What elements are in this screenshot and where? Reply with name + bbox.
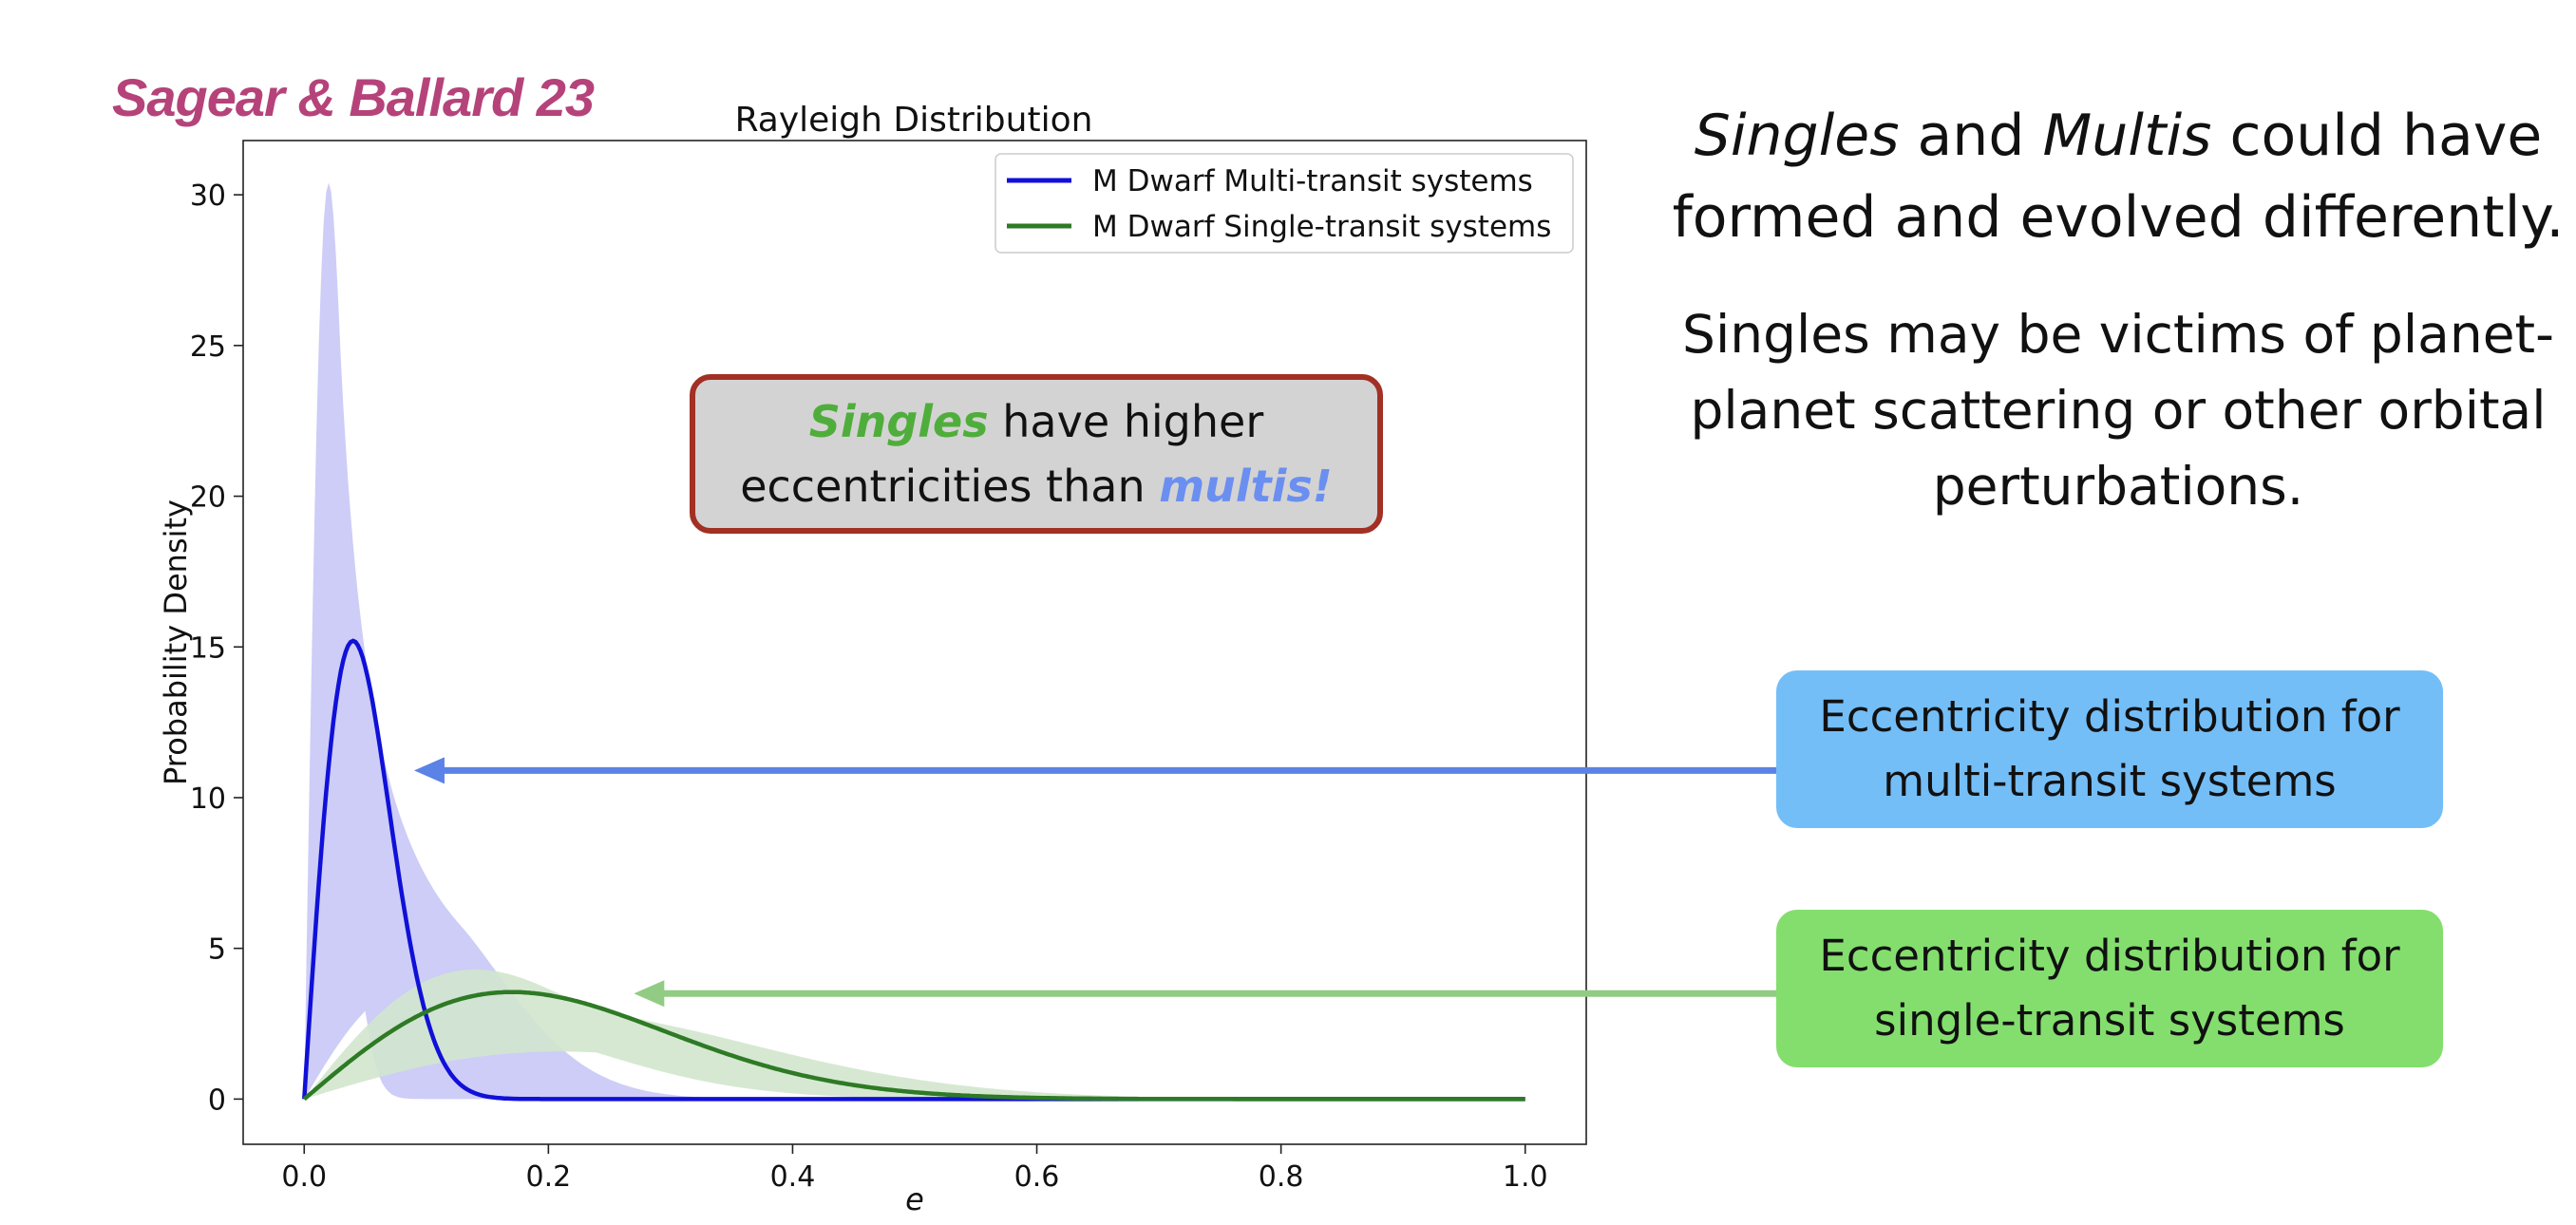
y-axis-ticks: 0 5 10 15 20 25 30 (190, 179, 243, 1117)
single-box-line-2: single-transit systems (1874, 995, 2345, 1046)
callout-line-2: eccentricities than multis! (695, 454, 1377, 518)
x-tick-label: 0.6 (1014, 1160, 1060, 1194)
headline-multis: Multis (2042, 103, 2212, 169)
citation-label: Sagear & Ballard 23 (112, 67, 595, 127)
single-box-line-1: Eccentricity distribution for (1819, 931, 2400, 981)
x-tick-label: 0.0 (281, 1160, 327, 1194)
callout-line-1: Singles have higher (695, 389, 1377, 454)
y-tick-label: 15 (190, 631, 226, 665)
explanation-text: Singles may be victims of planet-planet … (1682, 304, 2554, 517)
x-tick-label: 0.2 (526, 1160, 572, 1194)
multi-box-line-1: Eccentricity distribution for (1819, 691, 2400, 742)
x-axis-ticks: 0.0 0.2 0.4 0.6 0.8 1.0 (281, 1144, 1548, 1194)
y-axis-label: Probability Density (158, 499, 194, 785)
higher-eccentricity-callout: Singles have higher eccentricities than … (690, 374, 1383, 534)
multi-arrow-head (413, 757, 445, 784)
y-tick-label: 10 (190, 782, 226, 816)
single-uncertainty-band (304, 969, 1525, 1100)
single-distribution-line (302, 989, 1525, 1102)
single-transit-label-box: Eccentricity distribution for single-tra… (1776, 910, 2443, 1067)
legend: M Dwarf Multi-transit systems M Dwarf Sin… (994, 153, 1574, 254)
headline-and: and (1899, 103, 2043, 169)
multi-box-line-2: multi-transit systems (1883, 756, 2337, 806)
legend-frame (994, 153, 1574, 254)
legend-label-multi: M Dwarf Multi-transit systems (1092, 164, 1533, 198)
y-tick-label: 0 (208, 1084, 226, 1117)
single-arrow-head (634, 980, 665, 1008)
x-tick-label: 0.4 (770, 1160, 816, 1194)
multi-transit-label-box: Eccentricity distribution for multi-tran… (1776, 670, 2443, 828)
callout-line-1-rest: have higher (988, 396, 1264, 447)
series-lines (302, 638, 1525, 1102)
headline-singles: Singles (1694, 103, 1900, 169)
headline: Singles and Multis could have formed and… (1672, 95, 2565, 258)
x-tick-label: 0.8 (1259, 1160, 1304, 1194)
x-axis-label: e (905, 1181, 924, 1217)
headline-rest: could have formed and evolved differentl… (1672, 103, 2565, 251)
multis-word: multis! (1159, 461, 1333, 512)
x-tick-label: 1.0 (1503, 1160, 1548, 1194)
y-tick-label: 20 (190, 481, 226, 515)
legend-label-single: M Dwarf Single-transit systems (1092, 210, 1551, 244)
uncertainty-bands (304, 182, 1525, 1100)
annotation-arrows (413, 757, 1776, 1008)
multi-uncertainty-band (304, 182, 1525, 1100)
singles-word: Singles (808, 396, 989, 447)
y-tick-label: 5 (208, 933, 226, 967)
chart-title: Rayleigh Distribution (735, 101, 1093, 140)
y-tick-label: 25 (190, 330, 226, 364)
plot-frame (242, 140, 1587, 1145)
callout-line-2-start: eccentricities than (740, 461, 1160, 512)
y-tick-label: 30 (190, 179, 226, 213)
